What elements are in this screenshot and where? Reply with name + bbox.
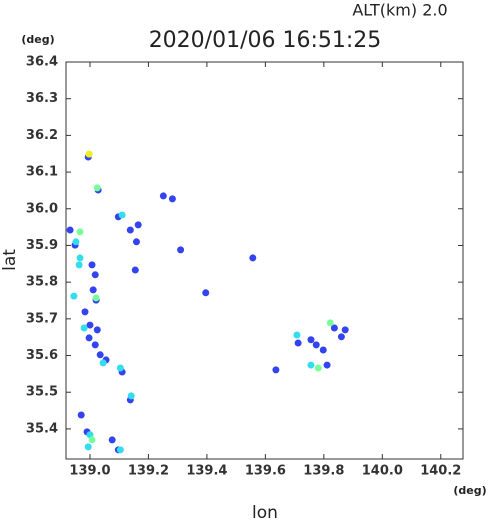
echo-point — [326, 319, 334, 327]
echo-point — [84, 443, 92, 451]
echo-point — [80, 324, 88, 332]
echo-point — [307, 336, 315, 344]
echo-point — [127, 392, 135, 400]
echo-point — [89, 286, 97, 294]
echo-point — [337, 333, 345, 341]
echo-point — [108, 436, 116, 444]
echo-point — [88, 436, 96, 444]
echo-point — [85, 334, 93, 342]
echo-point — [93, 326, 101, 334]
echo-point — [116, 364, 124, 372]
echo-point — [312, 341, 320, 349]
echo-point — [99, 359, 107, 367]
y-tick-label: 35.8 — [26, 275, 58, 290]
echo-point — [177, 246, 185, 254]
y-tick-label: 35.7 — [26, 311, 58, 326]
echo-point — [91, 271, 99, 279]
echo-point — [131, 266, 139, 274]
echo-point — [77, 411, 85, 419]
echo-point — [76, 254, 84, 262]
x-unit: (deg) — [453, 484, 486, 497]
echo-point — [341, 326, 349, 334]
echo-point — [126, 226, 134, 234]
echo-point — [323, 361, 331, 369]
chart-subtitle: ALT(km) 2.0 — [352, 1, 447, 20]
echo-point — [85, 150, 93, 158]
echo-point — [159, 192, 167, 200]
echo-point — [330, 324, 338, 332]
echo-point — [294, 339, 302, 347]
y-tick-label: 36.2 — [26, 128, 58, 143]
x-tick-label: 139.0 — [69, 464, 110, 479]
x-tick-label: 139.6 — [245, 464, 286, 479]
x-axis-label: lon — [252, 503, 278, 521]
echo-point — [70, 292, 78, 300]
echo-point — [319, 346, 327, 354]
y-axis-label: lat — [0, 249, 20, 271]
echo-point — [307, 361, 315, 369]
y-tick-label: 35.4 — [26, 421, 58, 436]
echo-point — [168, 195, 176, 203]
x-tick-label: 140.0 — [362, 464, 403, 479]
y-tick-label: 36.0 — [26, 201, 58, 216]
x-tick-label: 139.4 — [186, 464, 227, 479]
y-tick-label: 36.4 — [26, 55, 58, 70]
echo-point — [92, 294, 100, 302]
chart-title: 2020/01/06 16:51:25 — [149, 28, 382, 53]
echo-point — [96, 351, 104, 359]
y-tick-label: 36.3 — [26, 91, 58, 106]
plot-frame — [65, 61, 464, 460]
x-tick-label: 140.2 — [420, 464, 461, 479]
y-tick-label: 35.6 — [26, 348, 58, 363]
y-tick-label: 36.1 — [26, 165, 58, 180]
echo-point — [72, 238, 80, 246]
y-unit: (deg) — [21, 33, 54, 46]
echo-point — [293, 331, 301, 339]
x-tick-label: 139.8 — [303, 464, 344, 479]
echo-point — [66, 226, 74, 234]
echo-point — [93, 184, 101, 192]
echo-point — [314, 364, 322, 372]
echo-point — [272, 366, 280, 374]
x-tick-label: 139.2 — [128, 464, 169, 479]
y-tick-label: 35.9 — [26, 238, 58, 253]
echo-point — [76, 228, 84, 236]
echo-point — [88, 261, 96, 269]
echo-point — [118, 211, 126, 219]
echo-point — [202, 289, 210, 297]
echo-point — [116, 446, 124, 454]
echo-point — [132, 238, 140, 246]
echo-point — [86, 321, 94, 329]
echo-point — [81, 308, 89, 316]
echo-point — [134, 221, 142, 229]
echo-point — [91, 341, 99, 349]
echo-point — [75, 261, 83, 269]
y-tick-label: 35.5 — [26, 385, 58, 400]
echo-point — [249, 254, 257, 262]
